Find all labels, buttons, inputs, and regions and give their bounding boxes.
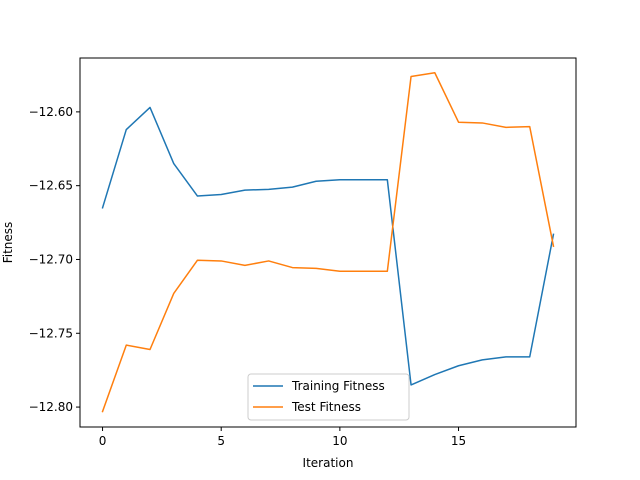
plot-lines <box>101 72 555 413</box>
series-line-test-fitness <box>101 72 555 413</box>
y-tick-label: −12.80 <box>29 400 73 414</box>
legend: Training Fitness Test Fitness <box>247 373 410 421</box>
y-tick-label: −12.70 <box>29 252 73 266</box>
x-axis-label: Iteration <box>303 456 354 470</box>
series-line-training-fitness <box>101 106 555 386</box>
x-tick-label: 10 <box>332 434 347 448</box>
y-tick-label: −12.75 <box>29 326 73 340</box>
y-axis-label: Fitness <box>1 222 15 264</box>
y-tick-label: −12.60 <box>29 105 73 119</box>
x-tick-label: 0 <box>99 434 107 448</box>
axes-frame <box>79 57 577 428</box>
legend-label-training-fitness: Training Fitness <box>291 379 385 393</box>
x-tick-label: 5 <box>217 434 225 448</box>
y-tick-label: −12.65 <box>29 179 73 193</box>
y-axis-ticks: −12.80 −12.75 −12.70 −12.65 −12.60 <box>29 105 80 414</box>
x-tick-label: 15 <box>451 434 466 448</box>
legend-box <box>247 373 410 421</box>
legend-label-test-fitness: Test Fitness <box>291 400 361 414</box>
x-axis-ticks: 0 5 10 15 <box>99 427 466 448</box>
